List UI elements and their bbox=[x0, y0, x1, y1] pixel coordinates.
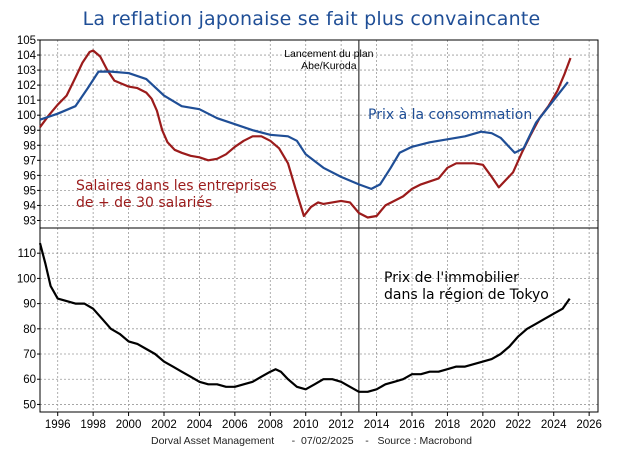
plot-frame-bottom bbox=[39, 227, 599, 413]
y-tick-label-bottom: 80 bbox=[23, 324, 36, 336]
x-tick-label: 1998 bbox=[80, 419, 106, 431]
series-label-realestate: Prix de l'immobilier bbox=[384, 270, 519, 286]
y-tick-label-top: 93 bbox=[23, 215, 36, 227]
y-tick-label-bottom: 70 bbox=[23, 349, 36, 361]
x-tick-label: 2002 bbox=[151, 419, 177, 431]
x-tick-label: 2018 bbox=[435, 419, 461, 431]
series-line-realestate bbox=[38, 242, 571, 393]
x-tick-label: 2000 bbox=[116, 419, 142, 431]
y-tick-label-top: 101 bbox=[17, 95, 36, 107]
x-tick-label: 2024 bbox=[541, 419, 567, 431]
series-line-wages bbox=[39, 49, 572, 219]
x-tick-label: 2016 bbox=[399, 419, 425, 431]
y-tick-label-top: 98 bbox=[23, 140, 36, 152]
y-tick-label-bottom: 110 bbox=[18, 248, 36, 260]
series-label-cpi: Prix à la consommation bbox=[368, 107, 532, 123]
event-annotation: Lancement du plan bbox=[284, 48, 373, 60]
x-tick-label: 1996 bbox=[45, 419, 71, 431]
y-tick-label-bottom: 50 bbox=[23, 399, 36, 411]
y-tick-label-top: 100 bbox=[17, 110, 36, 122]
source-footer: Dorval Asset Management - 07/02/2025 - S… bbox=[151, 435, 472, 447]
x-tick-label: 2026 bbox=[576, 419, 602, 431]
series-label-wages: de + de 30 salariés bbox=[76, 195, 212, 211]
x-tick-label: 2010 bbox=[293, 419, 319, 431]
y-tick-label-top: 105 bbox=[17, 35, 36, 47]
x-tick-label: 2020 bbox=[470, 419, 496, 431]
x-tick-label: 2004 bbox=[187, 419, 213, 431]
y-tick-label-top: 99 bbox=[23, 125, 36, 137]
chart-title: La reflation japonaise se fait plus conv… bbox=[82, 8, 541, 30]
series-label-realestate: dans la région de Tokyo bbox=[384, 287, 549, 303]
x-tick-label: 2008 bbox=[257, 419, 283, 431]
y-tick-label-top: 104 bbox=[17, 50, 37, 62]
y-tick-label-top: 97 bbox=[23, 155, 36, 167]
y-tick-label-bottom: 90 bbox=[23, 299, 36, 311]
y-tick-label-top: 94 bbox=[23, 200, 36, 212]
y-tick-label-bottom: 100 bbox=[17, 273, 36, 285]
x-tick-label: 2012 bbox=[328, 419, 354, 431]
y-tick-label-top: 102 bbox=[17, 80, 36, 92]
x-tick-label: 2022 bbox=[505, 419, 531, 431]
y-tick-label-top: 96 bbox=[23, 170, 36, 182]
event-annotation: Abe/Kuroda bbox=[301, 60, 357, 72]
y-tick-label-top: 95 bbox=[23, 185, 36, 197]
y-tick-label-top: 103 bbox=[17, 65, 36, 77]
series-label-wages: Salaires dans les entreprises bbox=[76, 178, 277, 194]
x-tick-label: 2014 bbox=[364, 419, 390, 431]
series-line-cpi bbox=[39, 70, 569, 190]
x-tick-label: 2006 bbox=[222, 419, 248, 431]
y-tick-label-bottom: 60 bbox=[23, 374, 36, 386]
